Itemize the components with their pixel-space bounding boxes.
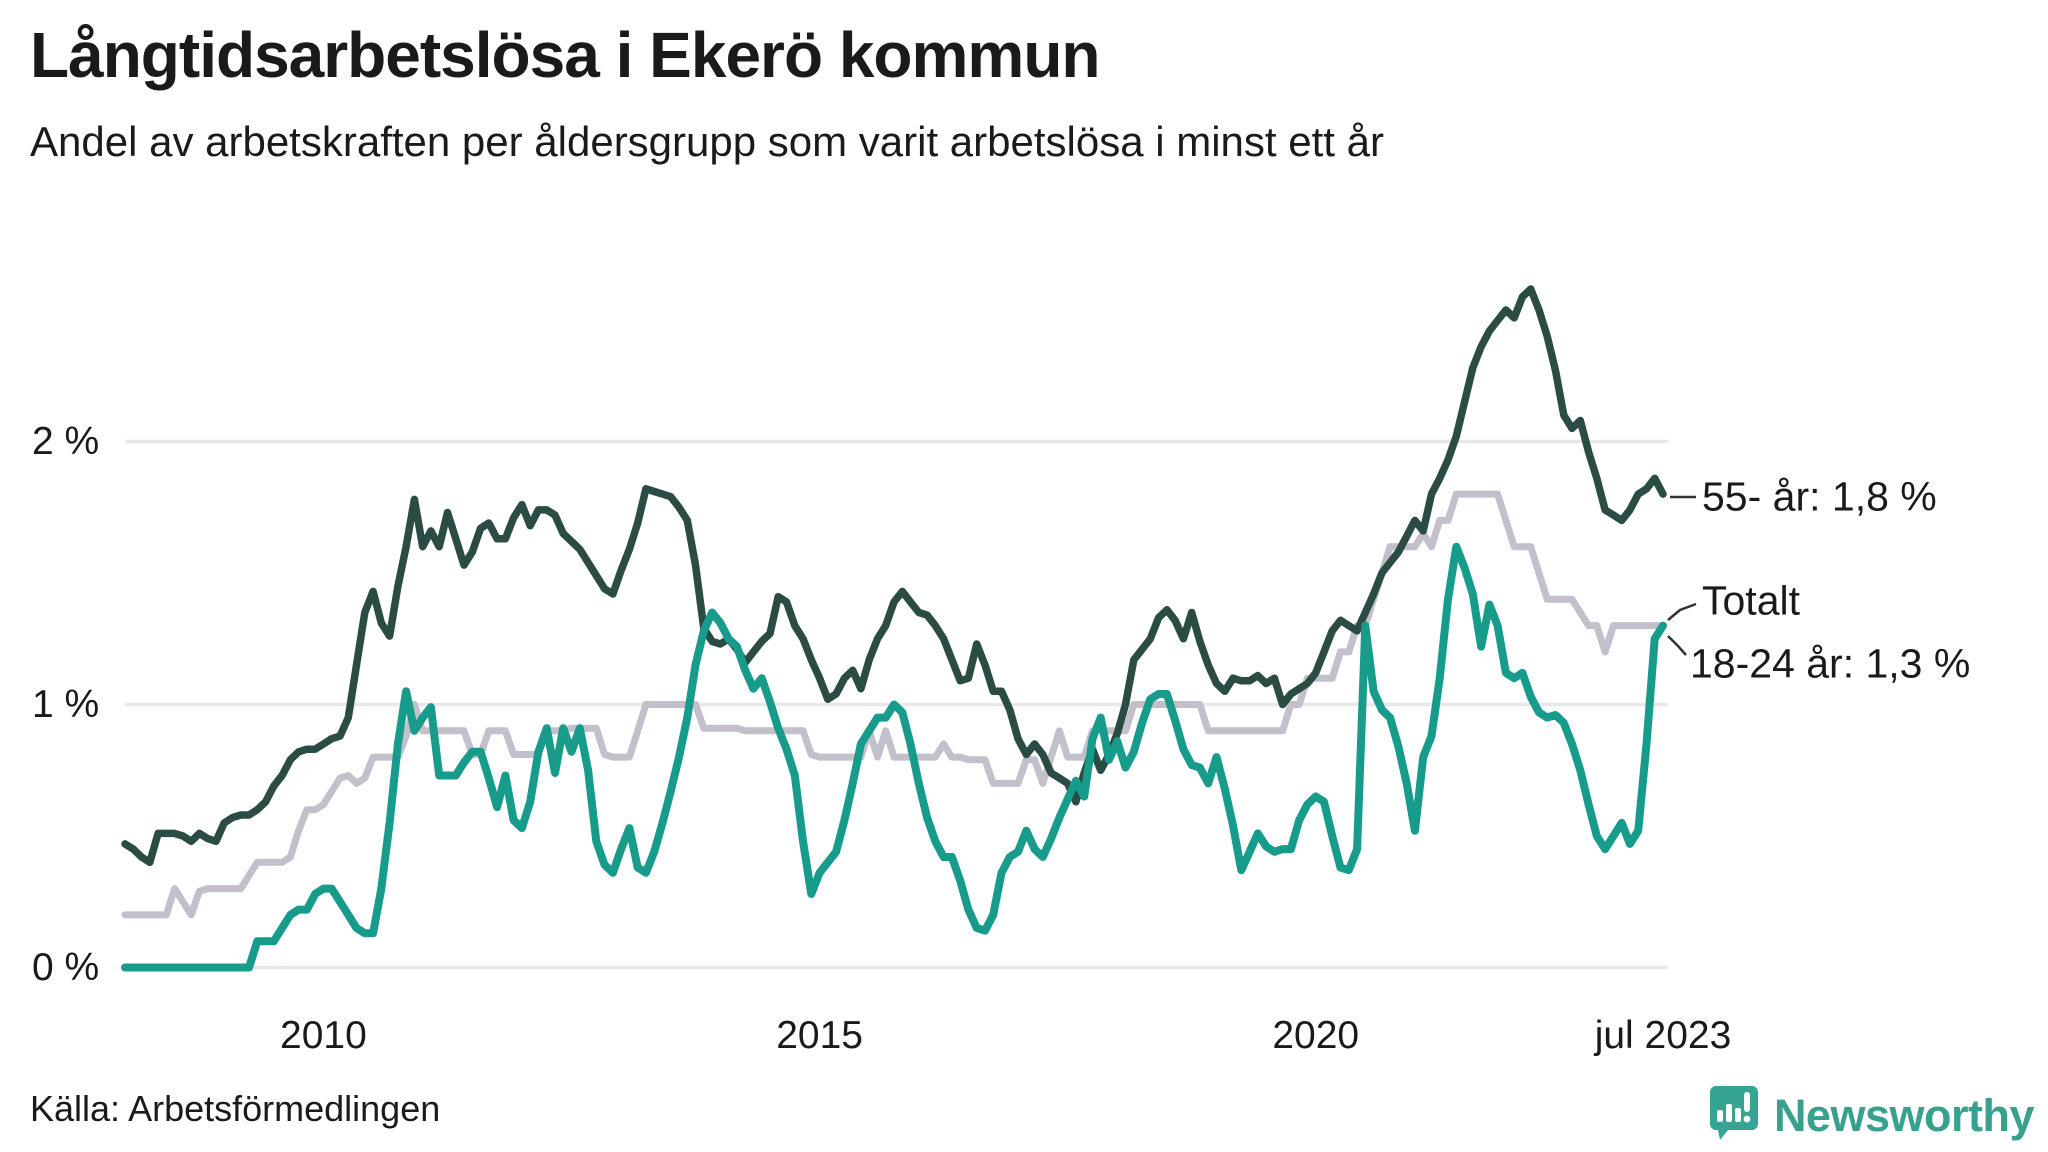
- page-title: Långtidsarbetslösa i Ekerö kommun: [30, 19, 1100, 91]
- newsworthy-icon: [1708, 1084, 1760, 1147]
- x-tick-label-2015: 2015: [776, 1014, 863, 1057]
- x-tick-label-jul-2023: jul 2023: [1594, 1014, 1732, 1057]
- series-line-18-24r: [121, 542, 1667, 972]
- y-tick-label-2: 2 %: [32, 419, 100, 463]
- brand-logo: Newsworthy: [1708, 1084, 2035, 1147]
- series-line-Totalt: [121, 490, 1667, 919]
- brand-logo-text: Newsworthy: [1773, 1089, 2035, 1141]
- series-line-55-r: [121, 285, 1667, 867]
- x-tick-label-2020: 2020: [1272, 1014, 1360, 1057]
- y-tick-label-0: 0 %: [32, 945, 100, 989]
- chart-subtitle: Andel av arbetskraften per åldersgrupp s…: [30, 118, 1384, 165]
- connector-total: [1667, 602, 1697, 621]
- y-tick-label-1: 1 %: [32, 682, 100, 726]
- source-note: Källa: Arbetsförmedlingen: [30, 1088, 441, 1129]
- series-end-label-55: 55- år: 1,8 %: [1702, 473, 1937, 520]
- series-end-label-total: Totalt: [1702, 577, 1800, 624]
- x-tick-label-2010: 2010: [280, 1014, 367, 1057]
- connector-1824: [1667, 635, 1687, 656]
- series-end-label-1824: 18-24 år: 1,3 %: [1690, 640, 1971, 687]
